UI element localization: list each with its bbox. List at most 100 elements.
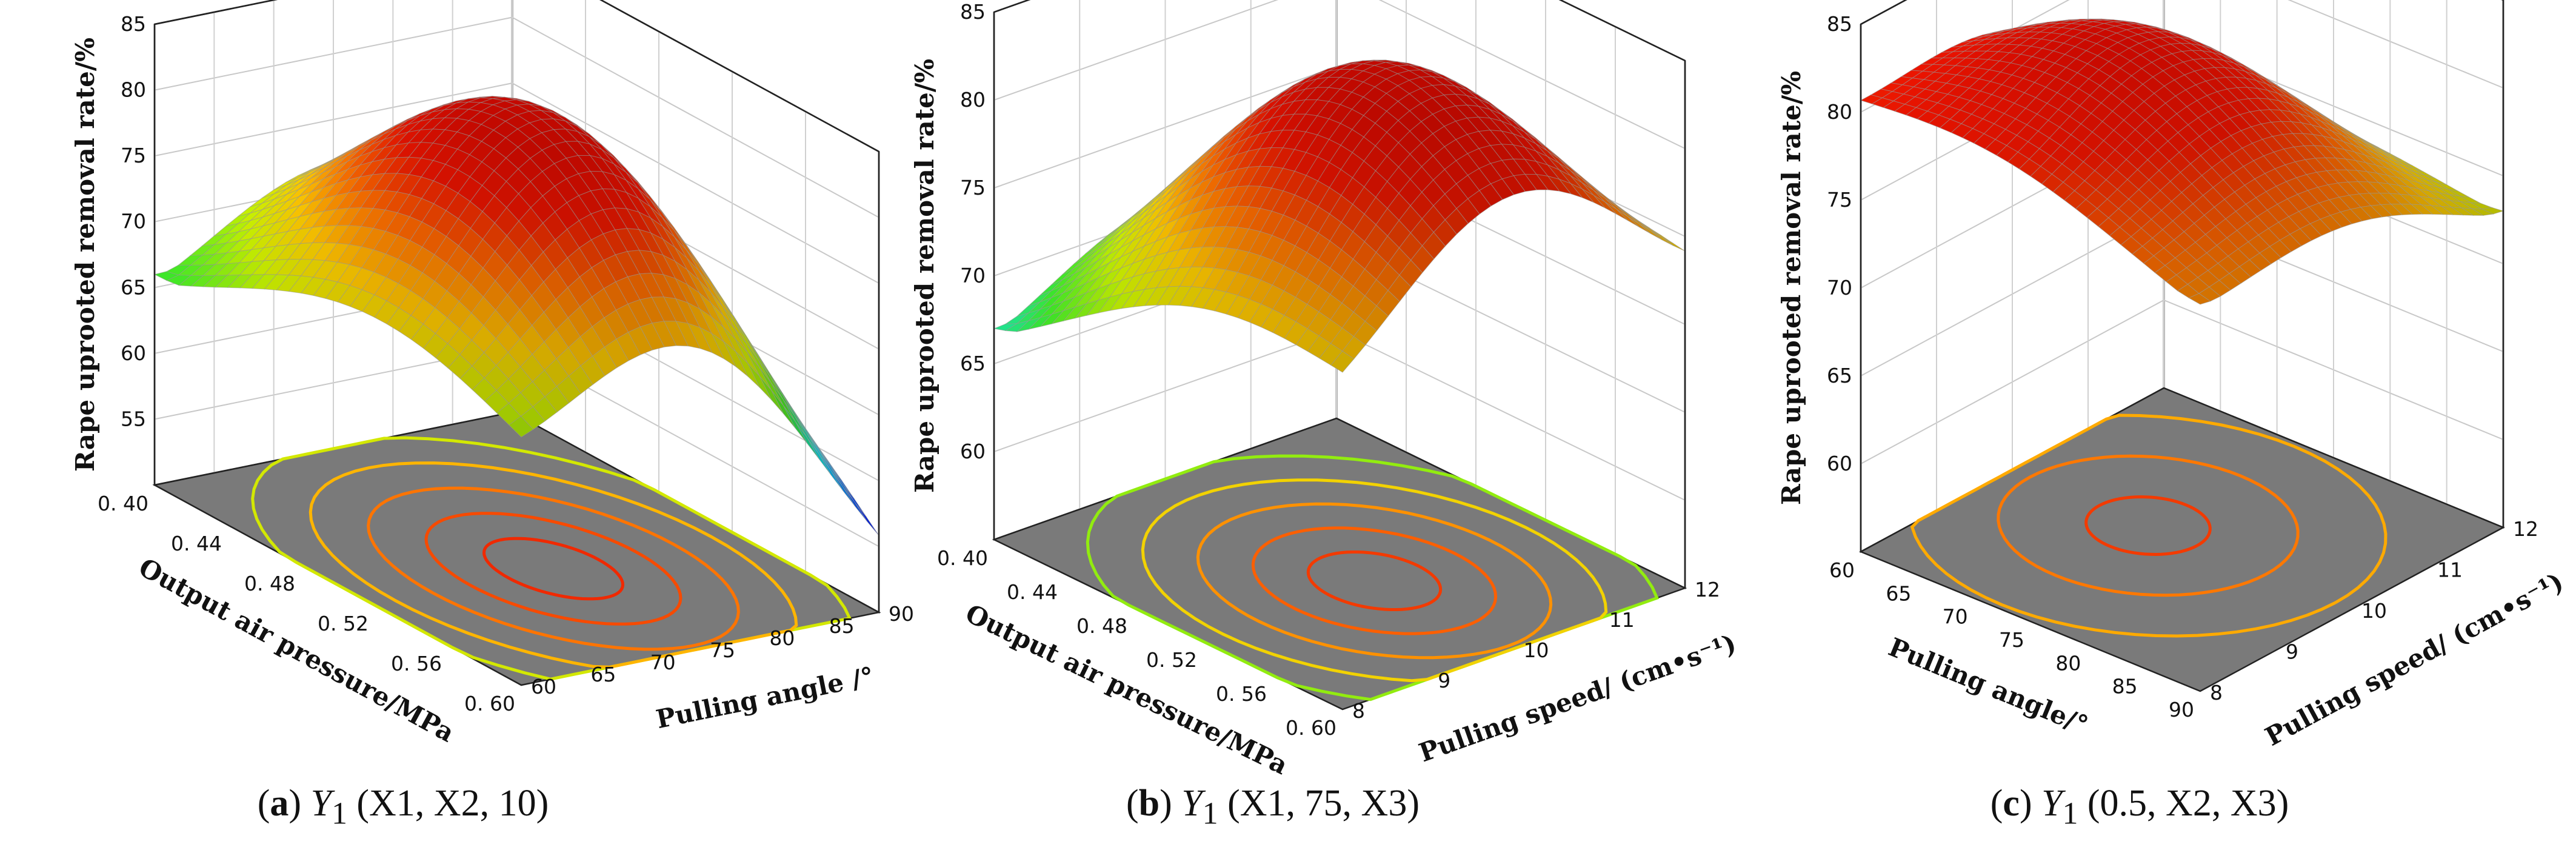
z-tick-label: 80: [960, 88, 986, 112]
contour-line: [251, 436, 852, 681]
x-tick-label: 80: [2055, 651, 2081, 675]
contour-line: [367, 486, 740, 651]
surface-facet: [2188, 293, 2211, 305]
z-axis-title: Rape uprooted removal rate/%: [1777, 71, 1806, 505]
caption-c: (c) Y1 (0.5, X2, X3): [1990, 783, 2289, 831]
x-tick-label: 0. 56: [1216, 682, 1267, 706]
z-tick-label: 75: [121, 144, 146, 167]
contour-line: [1141, 478, 1608, 683]
x-tick-label: 0. 60: [1286, 716, 1336, 740]
contour-line: [1196, 502, 1553, 660]
caption-c-letter: c: [2003, 783, 2020, 824]
surface-facet: [509, 415, 534, 438]
y-axis-title: Pulling angle /°: [653, 661, 876, 734]
contour-line: [309, 461, 798, 669]
x-tick-label: 70: [1943, 605, 1968, 629]
y-tick-label: 65: [590, 663, 616, 686]
x-tick-label: 0. 52: [1146, 648, 1197, 672]
z-tick-label: 65: [960, 352, 986, 375]
y-tick-label: 9: [1438, 669, 1450, 692]
axis-frame: [154, 0, 278, 25]
y-tick-label: 12: [1695, 578, 1720, 601]
y-tick-label: 11: [1609, 608, 1635, 632]
contour-line: [1086, 454, 1660, 701]
z-tick-label: 85: [1827, 12, 1852, 36]
caption-b: (b) Y1 (X1, 75, X3): [1126, 783, 1420, 831]
caption-c-func: Y: [2041, 783, 2063, 824]
y-tick-label: 70: [650, 651, 676, 674]
caption-b-args: (X1, 75, X3): [1227, 783, 1420, 824]
y-tick-label: 90: [889, 602, 914, 626]
z-axis-title: Rape uprooted removal rate/%: [70, 38, 100, 472]
surface-facet: [1330, 350, 1355, 373]
response-surface: [993, 59, 1686, 373]
contour-line: [2084, 495, 2212, 557]
x-tick-label: 0. 40: [98, 492, 148, 515]
x-tick-label: 65: [1886, 581, 1911, 605]
contour-line: [1997, 454, 2300, 597]
x-tick-label: 75: [1999, 628, 2024, 652]
y-tick-label: 10: [2361, 599, 2387, 623]
x-tick-label: 0. 52: [318, 612, 369, 635]
z-axis-title: Rape uprooted removal rate/%: [910, 59, 939, 493]
z-tick-label: 60: [960, 440, 986, 463]
x-tick-label: 60: [1829, 558, 1855, 582]
response-surface: [1860, 18, 2504, 305]
z-tick-label: 80: [121, 78, 146, 102]
z-tick-label: 75: [1827, 188, 1852, 212]
z-tick-label: 65: [1827, 364, 1852, 387]
x-tick-label: 0. 56: [391, 652, 442, 675]
caption-c-args: (0.5, X2, X3): [2087, 783, 2289, 824]
x-tick-label: 0. 44: [1007, 580, 1058, 604]
chart-a: 55 60 65 70 75 80 85 0. 40 0. 44 0. 48 0. 52 0. 56 0…: [70, 0, 914, 748]
contour-line: [1306, 550, 1443, 611]
x-tick-label: 0. 40: [937, 546, 988, 570]
x-tick-label: 0. 44: [171, 532, 222, 555]
x-tick-label: 85: [2112, 675, 2138, 698]
z-tick-label: 55: [121, 407, 146, 430]
x-tick-label: 0. 48: [1076, 614, 1127, 638]
z-tick-label: 80: [1827, 100, 1852, 124]
z-tick-label: 60: [121, 341, 146, 365]
y-tick-label: 8: [2210, 681, 2223, 704]
z-tick-label: 70: [960, 264, 986, 287]
caption-b-letter: b: [1138, 783, 1160, 824]
caption-a-args: (X1, X2, 10): [356, 783, 549, 824]
chart-c: 60 65 70 75 80 85 60 65 70 75 80 85 90 8 9 10 11 12 Rape u…: [1777, 0, 2568, 752]
caption-c-sub: 1: [2062, 796, 2078, 831]
caption-b-sub: 1: [1202, 796, 1218, 831]
y-tick-label: 12: [2513, 517, 2538, 541]
y-tick-label: 8: [1352, 699, 1365, 723]
y-tick-label: 9: [2286, 640, 2298, 664]
axis-frame: [599, 0, 879, 153]
caption-a-sub: 1: [332, 796, 347, 831]
z-tick-label: 75: [960, 176, 986, 199]
axis-frame: [1558, 0, 1686, 62]
z-tick-label: 65: [121, 275, 146, 299]
y-tick-label: 75: [710, 638, 735, 662]
contour-line: [482, 537, 625, 601]
caption-a-func: Y: [310, 783, 332, 824]
contour-line: [424, 512, 682, 626]
caption-b-func: Y: [1181, 783, 1203, 824]
contour-line: [1910, 413, 2387, 638]
x-tick-label: 0. 60: [464, 692, 515, 715]
x-tick-label: 0. 48: [244, 572, 295, 595]
y-tick-label: 11: [2437, 558, 2463, 582]
y-tick-label: 60: [531, 675, 556, 698]
chart-b: 60 65 70 75 80 85 0. 40 0. 44 0. 48 0. 52 0. 56 0. …: [910, 0, 1740, 780]
z-tick-label: 70: [1827, 276, 1852, 300]
z-tick-label: 85: [121, 12, 146, 36]
y-tick-label: 10: [1524, 638, 1549, 662]
x-axis-title: Pulling angle/°: [1884, 632, 2092, 740]
x-tick-label: 90: [2169, 698, 2194, 721]
y-tick-label: 85: [829, 614, 855, 638]
z-tick-label: 85: [960, 0, 986, 24]
z-tick-label: 60: [1827, 452, 1852, 475]
contour-line: [1251, 526, 1498, 635]
y-tick-label: 80: [769, 626, 795, 650]
z-gridline: [993, 0, 1686, 149]
caption-a: (a) Y1 (X1, X2, 10): [257, 783, 549, 831]
caption-a-letter: a: [270, 783, 289, 824]
